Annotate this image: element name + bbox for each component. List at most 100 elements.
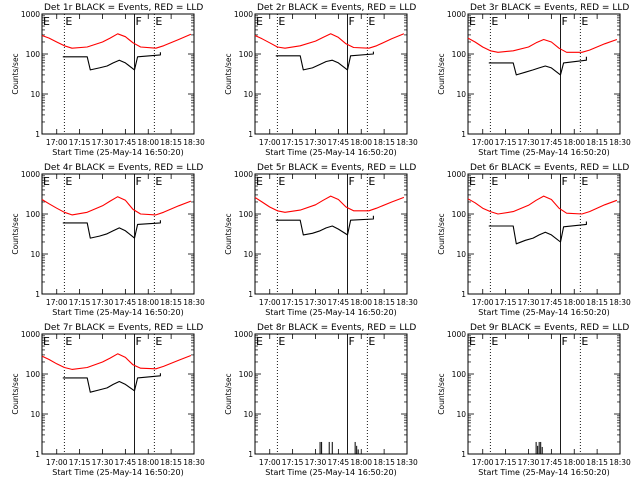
x-axis-label: Start Time (25-May-14 16:50:20) — [478, 148, 609, 157]
y-tick-label: 10 — [30, 410, 40, 419]
x-tick-label: 18:15 — [373, 298, 395, 307]
event-marker-label: E — [278, 175, 285, 188]
y-tick-label: 1000 — [234, 330, 253, 339]
x-tick-label: 18:15 — [160, 298, 182, 307]
y-tick-label: 1 — [461, 450, 466, 459]
events-series-line — [62, 373, 161, 393]
x-tick-label: 17:30 — [92, 298, 114, 307]
lld-series-line — [41, 33, 192, 49]
y-tick-label: 100 — [26, 210, 41, 219]
event-marker-label: E — [65, 175, 72, 188]
event-marker-label: E — [469, 175, 476, 188]
chart-panel: Det 1r BLACK = Events, RED = LLD 1 10 100 10… — [11, 3, 205, 157]
event-marker-label: E — [469, 15, 476, 28]
y-axis-label: Counts/sec — [437, 53, 446, 94]
x-tick-label: 17:45 — [541, 298, 563, 307]
y-axis-label: Counts/sec — [224, 53, 233, 94]
x-tick-label: 18:30 — [183, 458, 205, 467]
event-marker-label: F — [349, 175, 355, 188]
lld-series-line — [41, 353, 192, 370]
x-tick-label: 18:00 — [137, 298, 159, 307]
x-tick-label: 17:00 — [259, 298, 281, 307]
chart-panel: Det 2r BLACK = Events, RED = LLD 1 10 100 10… — [224, 3, 418, 157]
x-tick-label: 18:15 — [586, 458, 608, 467]
chart-title: Det 2r BLACK = Events, RED = LLD — [257, 3, 416, 13]
x-tick-label: 17:45 — [328, 458, 350, 467]
chart-panel: Det 7r BLACK = Events, RED = LLD 1 10 100 10… — [11, 323, 205, 477]
x-tick-label: 17:00 — [472, 138, 494, 147]
x-tick-label: 18:30 — [609, 138, 631, 147]
event-marker-label: F — [349, 335, 355, 348]
y-axis-label: Counts/sec — [437, 373, 446, 414]
event-marker-label: E — [256, 175, 263, 188]
x-tick-label: 18:00 — [563, 138, 585, 147]
x-tick-label: 17:15 — [69, 298, 91, 307]
x-tick-label: 18:30 — [183, 138, 205, 147]
x-tick-label: 18:30 — [396, 298, 418, 307]
y-tick-label: 100 — [239, 210, 254, 219]
x-tick-label: 17:30 — [518, 458, 540, 467]
event-marker-label: E — [491, 335, 498, 348]
event-marker-label: E — [491, 15, 498, 28]
events-series-line — [62, 220, 161, 239]
x-tick-label: 18:30 — [609, 298, 631, 307]
x-tick-label: 17:45 — [115, 458, 137, 467]
x-tick-label: 17:45 — [541, 138, 563, 147]
x-tick-label: 18:00 — [563, 458, 585, 467]
x-tick-label: 17:30 — [518, 138, 540, 147]
x-tick-label: 17:00 — [259, 138, 281, 147]
y-tick-label: 10 — [30, 250, 40, 259]
x-tick-label: 17:15 — [69, 138, 91, 147]
x-tick-label: 17:15 — [282, 298, 304, 307]
x-tick-label: 17:15 — [282, 138, 304, 147]
event-marker-label: E — [368, 335, 375, 348]
x-tick-label: 17:00 — [46, 458, 68, 467]
events-series-line — [488, 221, 587, 245]
x-tick-label: 17:15 — [282, 458, 304, 467]
chart-title: Det 5r BLACK = Events, RED = LLD — [257, 163, 416, 173]
x-tick-label: 18:15 — [160, 138, 182, 147]
event-marker-label: F — [136, 335, 142, 348]
x-tick-label: 18:15 — [586, 138, 608, 147]
event-marker-label: E — [256, 15, 263, 28]
events-series-line — [62, 52, 161, 71]
y-tick-label: 10 — [243, 250, 253, 259]
event-marker-label: E — [43, 15, 50, 28]
x-tick-label: 17:15 — [495, 298, 517, 307]
y-tick-label: 1 — [461, 130, 466, 139]
event-marker-label: E — [155, 335, 162, 348]
y-tick-label: 1 — [461, 290, 466, 299]
event-marker-label: F — [562, 335, 568, 348]
x-axis-label: Start Time (25-May-14 16:50:20) — [265, 308, 396, 317]
event-marker-label: E — [581, 335, 588, 348]
event-marker-label: E — [368, 15, 375, 28]
y-tick-label: 100 — [239, 370, 254, 379]
y-tick-label: 1 — [35, 450, 40, 459]
y-tick-label: 1 — [35, 130, 40, 139]
x-tick-label: 18:15 — [586, 298, 608, 307]
x-tick-label: 17:30 — [92, 458, 114, 467]
x-tick-label: 18:00 — [563, 298, 585, 307]
chart-title: Det 8r BLACK = Events, RED = LLD — [257, 323, 416, 333]
x-axis-label: Start Time (25-May-14 16:50:20) — [52, 468, 183, 477]
y-tick-label: 1000 — [447, 170, 466, 179]
y-tick-label: 1000 — [21, 170, 40, 179]
y-tick-label: 10 — [243, 90, 253, 99]
y-tick-label: 100 — [452, 210, 467, 219]
x-tick-label: 18:15 — [373, 458, 395, 467]
y-tick-label: 1 — [248, 130, 253, 139]
lld-series-line — [254, 33, 405, 49]
y-tick-label: 10 — [456, 410, 466, 419]
event-marker-label: E — [581, 15, 588, 28]
x-tick-label: 18:00 — [350, 138, 372, 147]
y-tick-label: 100 — [26, 50, 41, 59]
events-series-line — [488, 56, 587, 76]
chart-panel: Det 3r BLACK = Events, RED = LLD 1 10 100 10… — [437, 3, 631, 157]
x-tick-label: 17:45 — [115, 138, 137, 147]
chart-panel: Det 9r BLACK = Events, RED = LLD 1 10 100 10… — [437, 323, 631, 477]
x-tick-label: 17:30 — [92, 138, 114, 147]
y-tick-label: 100 — [452, 370, 467, 379]
x-tick-label: 17:30 — [305, 458, 327, 467]
event-marker-label: F — [136, 15, 142, 28]
